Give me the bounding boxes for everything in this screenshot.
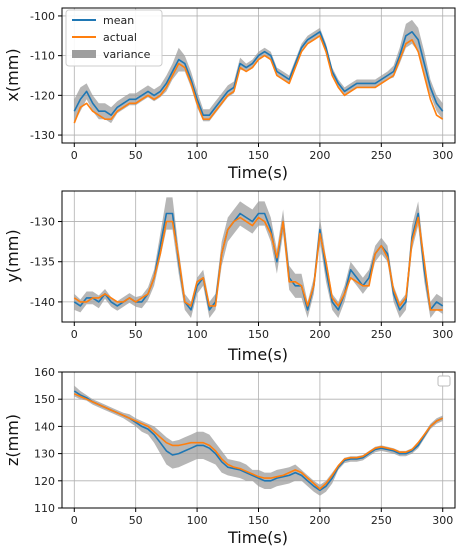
- x-tick-label: 100: [187, 149, 208, 162]
- legend-x: mean actual variance: [65, 9, 163, 67]
- x-tick-label: 100: [187, 514, 208, 527]
- subplot-z: 0 50 100 150 200 250 300 110 120 130 140 150 160 Tim…: [3, 366, 456, 547]
- y-tick-label: -100: [30, 10, 55, 23]
- x-tick-label: 0: [71, 328, 78, 341]
- legend-label-variance: variance: [103, 48, 151, 61]
- ticks-y: 0 50 100 150 200 250 300 -140 -135 -130: [30, 216, 453, 341]
- series-actual-line: [73, 393, 444, 490]
- y-tick-label: 110: [34, 502, 55, 515]
- y-axis-label-z: z(mm): [3, 414, 22, 466]
- plot-area-x: [61, 7, 456, 144]
- legend-label-actual: actual: [103, 31, 137, 44]
- x-tick-label: 200: [309, 328, 330, 341]
- series-mean-line: [73, 30, 444, 116]
- series-variance-band: [74, 19, 443, 124]
- y-axis-label-y: y(mm): [3, 229, 22, 282]
- series-variance-band: [74, 385, 443, 496]
- x-tick-label: 50: [129, 149, 143, 162]
- y-tick-label: -130: [30, 129, 55, 142]
- plot-area-z: [61, 371, 456, 509]
- y-axis-label-x: x(mm): [3, 48, 22, 101]
- legend-box-empty: [437, 375, 451, 387]
- x-tick-label: 150: [248, 328, 269, 341]
- y-tick-label: -140: [30, 296, 55, 309]
- x-tick-label: 0: [71, 149, 78, 162]
- x-tick-label: 200: [309, 149, 330, 162]
- x-tick-label: 50: [129, 328, 143, 341]
- series-actual-line: [73, 34, 444, 124]
- series-z: [73, 385, 444, 496]
- subplot-y: 0 50 100 150 200 250 300 -140 -135 -130 Time(s) y…: [3, 190, 456, 364]
- series-x: [73, 19, 444, 124]
- ticks-x: 0 50 100 150 200 250 300 -130 -120 -110 -100: [30, 10, 453, 162]
- series-mean-line: [73, 390, 444, 492]
- y-tick-label: 160: [34, 366, 55, 379]
- x-tick-label: 100: [187, 328, 208, 341]
- x-tick-label: 300: [432, 514, 453, 527]
- y-tick-label: 130: [34, 448, 55, 461]
- y-tick-label: 140: [34, 420, 55, 433]
- x-axis-label-z: Time(s): [227, 528, 288, 547]
- x-axis-label-y: Time(s): [227, 345, 288, 364]
- x-tick-label: 150: [248, 514, 269, 527]
- x-tick-label: 250: [371, 149, 392, 162]
- y-tick-label: -120: [30, 89, 55, 102]
- y-tick-label: 150: [34, 393, 55, 406]
- plot-area-y: [61, 190, 456, 323]
- x-axis-label-x: Time(s): [227, 163, 288, 182]
- legend-label-mean: mean: [103, 14, 134, 27]
- x-tick-label: 200: [309, 514, 330, 527]
- ticks-z: 0 50 100 150 200 250 300 110 120 130 140 150 160: [34, 366, 453, 527]
- y-tick-label: -135: [30, 256, 55, 269]
- x-tick-label: 50: [129, 514, 143, 527]
- series-variance-band: [74, 197, 443, 318]
- subplot-x: 0 50 100 150 200 250 300 -130 -120 -110 -100 Time(…: [3, 7, 456, 182]
- x-tick-label: 0: [71, 514, 78, 527]
- series-actual-line: [73, 216, 443, 311]
- x-tick-label: 300: [432, 149, 453, 162]
- y-tick-label: -110: [30, 50, 55, 63]
- x-tick-label: 250: [371, 514, 392, 527]
- x-tick-label: 300: [432, 328, 453, 341]
- y-tick-label: 120: [34, 475, 55, 488]
- series-y: [73, 197, 444, 318]
- y-tick-label: -130: [30, 216, 55, 229]
- x-tick-label: 250: [371, 328, 392, 341]
- x-tick-label: 150: [248, 149, 269, 162]
- legend-swatch-variance: [72, 50, 96, 58]
